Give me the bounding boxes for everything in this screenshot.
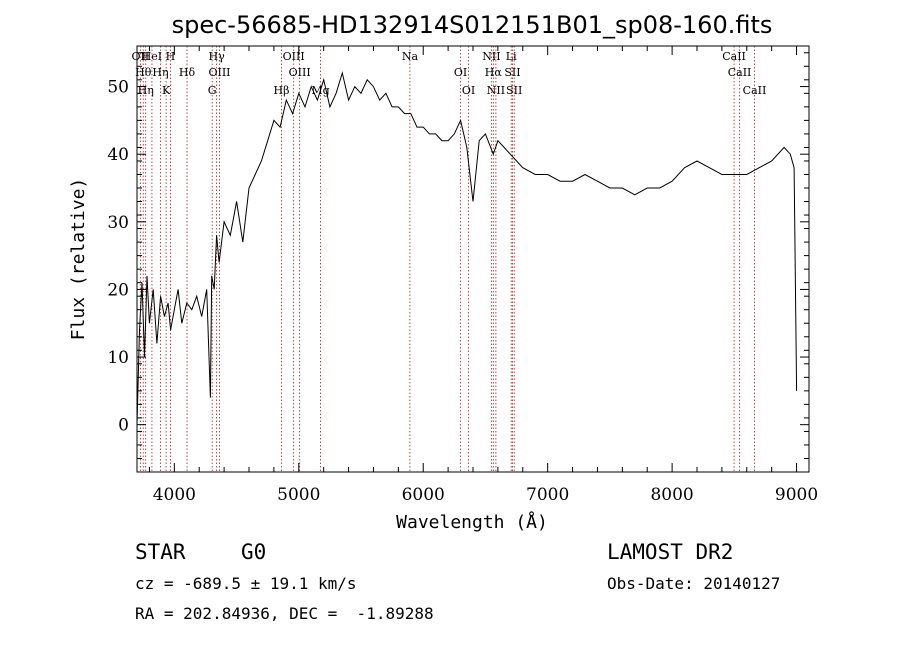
line-label: Na — [402, 50, 419, 63]
survey-name: LAMOST DR2 — [607, 540, 734, 564]
y-tick-label: 50 — [107, 78, 129, 98]
line-label: SII — [506, 84, 522, 97]
line-label: H — [166, 50, 176, 63]
observation-date: Obs-Date: 20140127 — [607, 574, 781, 593]
x-tick-label: 4000 — [153, 485, 196, 505]
object-class: STAR — [135, 540, 186, 564]
y-tick-label: 30 — [107, 213, 129, 233]
line-label: OII — [132, 50, 150, 63]
line-label: Hη — [152, 66, 168, 79]
x-axis-ticks: 4000 5000 6000 7000 8000 9000 — [148, 46, 818, 505]
spectrum-chart: spec-56685-HD132914S012151B01_sp08-160.f… — [68, 11, 818, 533]
y-tick-label: 0 — [118, 416, 129, 436]
x-tick-label: 6000 — [402, 485, 445, 505]
y-axis-label: Flux (relative) — [68, 178, 89, 341]
redshift-velocity: cz = -689.5 ± 19.1 km/s — [135, 574, 357, 593]
line-label: CaII — [728, 66, 752, 79]
y-tick-label: 20 — [107, 280, 129, 300]
line-label: K — [162, 84, 171, 97]
spectrum-line — [136, 71, 798, 425]
line-label: OI — [454, 66, 467, 79]
line-label: Hη — [138, 84, 154, 97]
line-label: OIII — [208, 66, 230, 79]
line-label: Hδ — [179, 66, 196, 79]
x-tick-label: 9000 — [775, 485, 818, 505]
line-label: HeI — [142, 50, 162, 63]
line-label: Hθ — [135, 66, 152, 79]
line-label: CaII — [722, 50, 746, 63]
plot-frame — [136, 45, 810, 473]
y-tick-label: 40 — [107, 145, 129, 165]
line-label: G — [208, 84, 217, 97]
line-label: OIII — [283, 50, 305, 63]
emission-line-labels: OIIHθHηHeIHηKHHδGHγOIIIHβOIIIOIIIMgNaOIO… — [132, 50, 767, 97]
line-label: OI — [462, 84, 475, 97]
line-label: SII — [504, 66, 520, 79]
x-axis-label: Wavelength (Å) — [396, 511, 548, 533]
line-label: Hα — [485, 66, 503, 79]
y-axis-ticks: 0 10 20 30 40 50 — [107, 52, 809, 459]
line-label: Hβ — [274, 84, 290, 97]
line-label: Hγ — [209, 50, 226, 63]
emission-line-markers — [139, 46, 755, 472]
x-tick-label: 5000 — [277, 485, 320, 505]
object-subclass: G0 — [241, 540, 267, 564]
line-label: Li — [506, 50, 517, 63]
coordinates: RA = 202.84936, DEC = -1.89288 — [135, 604, 434, 623]
chart-title: spec-56685-HD132914S012151B01_sp08-160.f… — [172, 11, 773, 39]
line-label: CaII — [743, 84, 767, 97]
x-tick-label: 7000 — [526, 485, 569, 505]
line-label: NII — [487, 84, 505, 97]
line-label: NII — [482, 50, 500, 63]
x-tick-label: 8000 — [650, 485, 693, 505]
y-tick-label: 10 — [107, 348, 129, 368]
line-label: OIII — [289, 66, 311, 79]
